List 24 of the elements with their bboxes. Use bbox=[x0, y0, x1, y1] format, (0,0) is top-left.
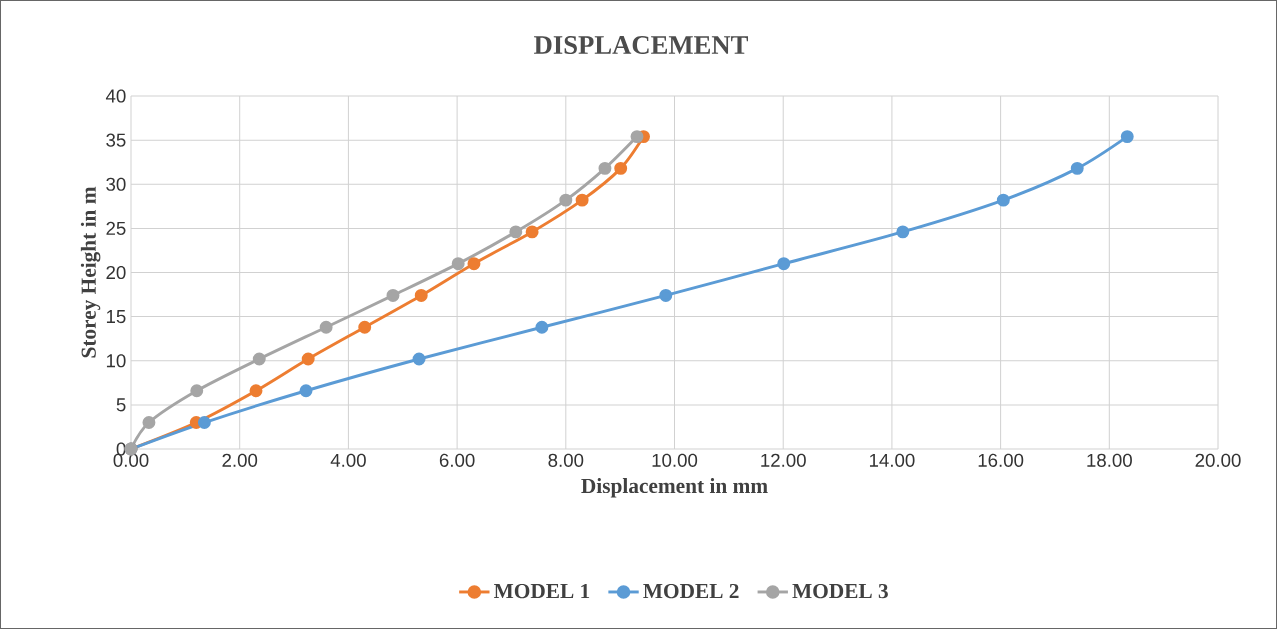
y-tick-label: 15 bbox=[106, 310, 126, 324]
y-tick-label: 35 bbox=[106, 133, 126, 147]
x-tick-label: 14.00 bbox=[869, 453, 915, 467]
x-tick-label: 10.00 bbox=[652, 453, 698, 467]
y-tick-label: 30 bbox=[106, 177, 126, 191]
x-tick-label: 18.00 bbox=[1087, 453, 1132, 467]
y-tick-label: 5 bbox=[116, 398, 126, 412]
y-tick-label: 40 bbox=[105, 89, 126, 103]
x-tick-label: 20.00 bbox=[1195, 453, 1241, 467]
y-tick-label: 25 bbox=[106, 221, 126, 235]
x-tick-label: 4.00 bbox=[330, 453, 366, 467]
x-tick-label: 6.00 bbox=[439, 453, 475, 467]
chart-title: DISPLACEMENT bbox=[534, 36, 748, 54]
legend-label: MODEL 1 bbox=[494, 583, 590, 599]
y-axis-title: Storey Height in m bbox=[80, 186, 101, 358]
x-tick-label: 12.00 bbox=[761, 453, 806, 467]
legend-label: MODEL 3 bbox=[792, 583, 888, 599]
x-axis-title: Displacement in mm bbox=[581, 478, 768, 498]
y-tick-label: 20 bbox=[106, 265, 126, 280]
x-tick-label: 2.00 bbox=[222, 453, 258, 467]
x-tick-label: 16.00 bbox=[978, 453, 1024, 467]
y-tick-label: 10 bbox=[106, 354, 126, 368]
x-tick-label: 8.00 bbox=[548, 453, 584, 467]
legend-label: MODEL 2 bbox=[643, 583, 739, 599]
